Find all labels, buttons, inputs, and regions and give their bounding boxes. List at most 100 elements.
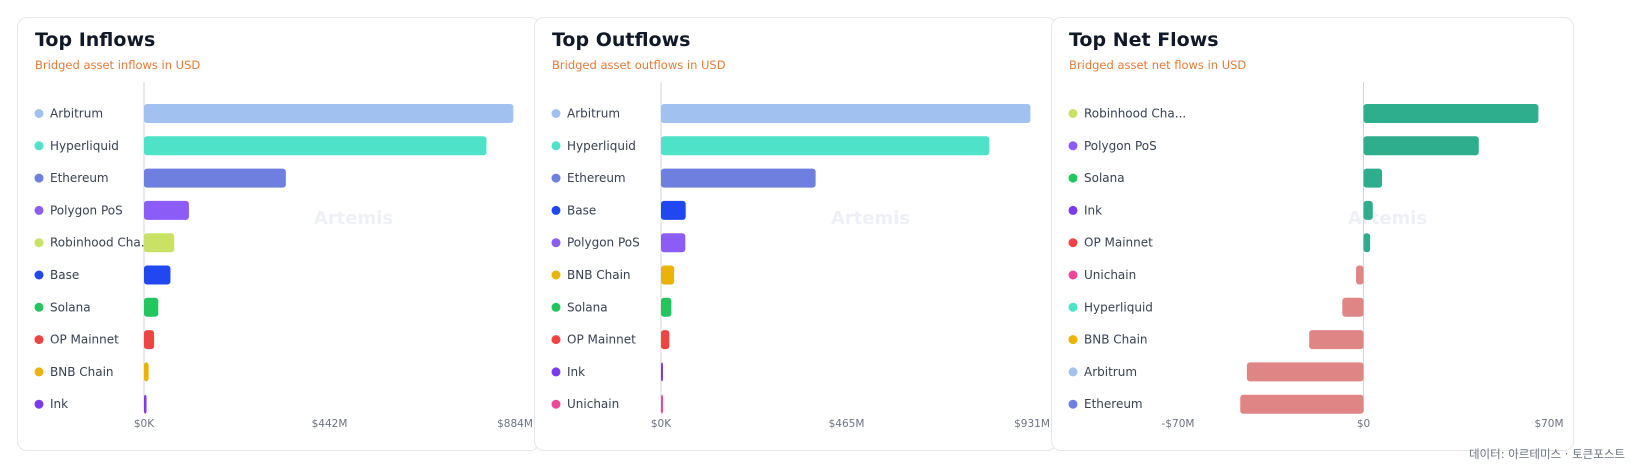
legend-dot xyxy=(34,109,44,118)
legend-dot xyxy=(34,238,44,248)
legend-dot xyxy=(551,302,561,312)
bar[interactable] xyxy=(1356,265,1364,285)
bar[interactable] xyxy=(144,233,175,253)
x-tick-label: $465M xyxy=(829,418,865,430)
bar[interactable] xyxy=(1363,233,1371,253)
category-label: Solana xyxy=(50,300,91,314)
net-flows-chart: Artemis Robinhood Cha... Polygon PoS Solana… xyxy=(1068,82,1564,430)
legend-dot xyxy=(551,367,561,377)
category-label: Ink xyxy=(1084,203,1102,217)
bar[interactable] xyxy=(661,394,663,414)
net-flows-panel: Top Net Flows Bridged asset net flows in… xyxy=(1051,17,1574,451)
bar[interactable] xyxy=(1363,136,1479,156)
inflows-title: Top Inflows xyxy=(35,29,156,51)
legend-dot xyxy=(34,399,44,409)
x-tick-label: $931M xyxy=(1014,418,1050,430)
bar[interactable] xyxy=(144,168,286,188)
net-flows-title: Top Net Flows xyxy=(1069,29,1219,51)
bar[interactable] xyxy=(144,297,159,317)
bar[interactable] xyxy=(1240,394,1364,414)
legend-dot xyxy=(551,335,561,345)
outflows-panel: Top Outflows Bridged asset outflows in U… xyxy=(534,17,1057,451)
bar[interactable] xyxy=(144,136,487,156)
legend-dot xyxy=(34,205,44,215)
legend-dot xyxy=(1068,109,1078,118)
bar[interactable] xyxy=(1363,104,1539,123)
legend-dot xyxy=(34,367,44,377)
legend-dot xyxy=(551,173,561,183)
legend-dot xyxy=(1068,205,1078,215)
legend-dot xyxy=(34,302,44,312)
category-label: Ethereum xyxy=(1084,397,1143,411)
x-tick-label: $0K xyxy=(134,418,155,430)
bar[interactable] xyxy=(661,233,686,253)
legend-dot xyxy=(1068,399,1078,409)
bar[interactable] xyxy=(661,104,1031,123)
source-credit: 데이터: 아르테미스 · 토큰포스트 xyxy=(1468,447,1625,461)
bar[interactable] xyxy=(661,168,816,188)
category-label: Unichain xyxy=(567,397,619,411)
bar[interactable] xyxy=(661,362,663,382)
legend-dot xyxy=(1068,173,1078,183)
legend-dot xyxy=(1068,270,1078,280)
category-label: BNB Chain xyxy=(50,365,114,379)
bar[interactable] xyxy=(661,136,990,156)
legend-dot xyxy=(1068,302,1078,312)
category-label: Hyperliquid xyxy=(567,139,636,153)
bar[interactable] xyxy=(144,362,149,382)
legend-dot xyxy=(1068,367,1078,377)
bar[interactable] xyxy=(661,330,670,350)
category-label: Polygon PoS xyxy=(1084,139,1157,153)
bar[interactable] xyxy=(661,297,672,317)
bar[interactable] xyxy=(1342,297,1364,317)
watermark: Artemis xyxy=(314,208,393,229)
bar[interactable] xyxy=(1363,168,1383,188)
category-label: Arbitrum xyxy=(1084,365,1137,379)
watermark: Artemis xyxy=(831,208,910,229)
category-label: Base xyxy=(50,268,79,282)
inflows-chart: Artemis Arbitrum Hyperliquid Ethereum Polygo… xyxy=(34,82,533,430)
category-label: Ethereum xyxy=(50,171,109,185)
legend-dot xyxy=(551,141,561,151)
x-tick-label: $0 xyxy=(1357,418,1370,430)
category-label: Ink xyxy=(567,365,585,379)
legend-dot xyxy=(34,173,44,183)
bar[interactable] xyxy=(144,330,155,350)
bar[interactable] xyxy=(144,394,147,414)
category-label: BNB Chain xyxy=(567,268,631,282)
bar[interactable] xyxy=(144,104,514,123)
category-label: Unichain xyxy=(1084,268,1136,282)
category-label: Solana xyxy=(1084,171,1125,185)
legend-dot xyxy=(551,270,561,280)
watermark: Artemis xyxy=(1348,208,1427,229)
category-label: OP Mainnet xyxy=(50,333,119,347)
inflows-subtitle: Bridged asset inflows in USD xyxy=(35,58,201,72)
legend-dot xyxy=(551,205,561,215)
legend-dot xyxy=(1068,335,1078,345)
bar[interactable] xyxy=(1363,200,1373,220)
inflows-panel: Top Inflows Bridged asset inflows in USD… xyxy=(17,17,540,451)
x-tick-label: $884M xyxy=(497,418,533,430)
legend-dot xyxy=(551,238,561,248)
category-label: BNB Chain xyxy=(1084,333,1148,347)
bar[interactable] xyxy=(144,200,189,220)
legend-dot xyxy=(34,270,44,280)
category-label: Solana xyxy=(567,300,608,314)
outflows-subtitle: Bridged asset outflows in USD xyxy=(552,58,726,72)
category-label: Ink xyxy=(50,397,68,411)
x-tick-label: $70M xyxy=(1534,418,1563,430)
legend-dot xyxy=(551,399,561,409)
category-label: Polygon PoS xyxy=(567,236,640,250)
legend-dot xyxy=(551,109,561,118)
legend-dot xyxy=(34,335,44,345)
bar[interactable] xyxy=(661,265,675,285)
bar[interactable] xyxy=(1246,362,1364,382)
bar[interactable] xyxy=(661,200,686,220)
bar[interactable] xyxy=(144,265,171,285)
x-tick-label: $0K xyxy=(651,418,672,430)
legend-dot xyxy=(1068,141,1078,151)
bar[interactable] xyxy=(1309,330,1364,350)
category-label: Robinhood Cha... xyxy=(50,236,152,250)
category-label: Base xyxy=(567,203,596,217)
net-flows-subtitle: Bridged asset net flows in USD xyxy=(1069,58,1247,72)
